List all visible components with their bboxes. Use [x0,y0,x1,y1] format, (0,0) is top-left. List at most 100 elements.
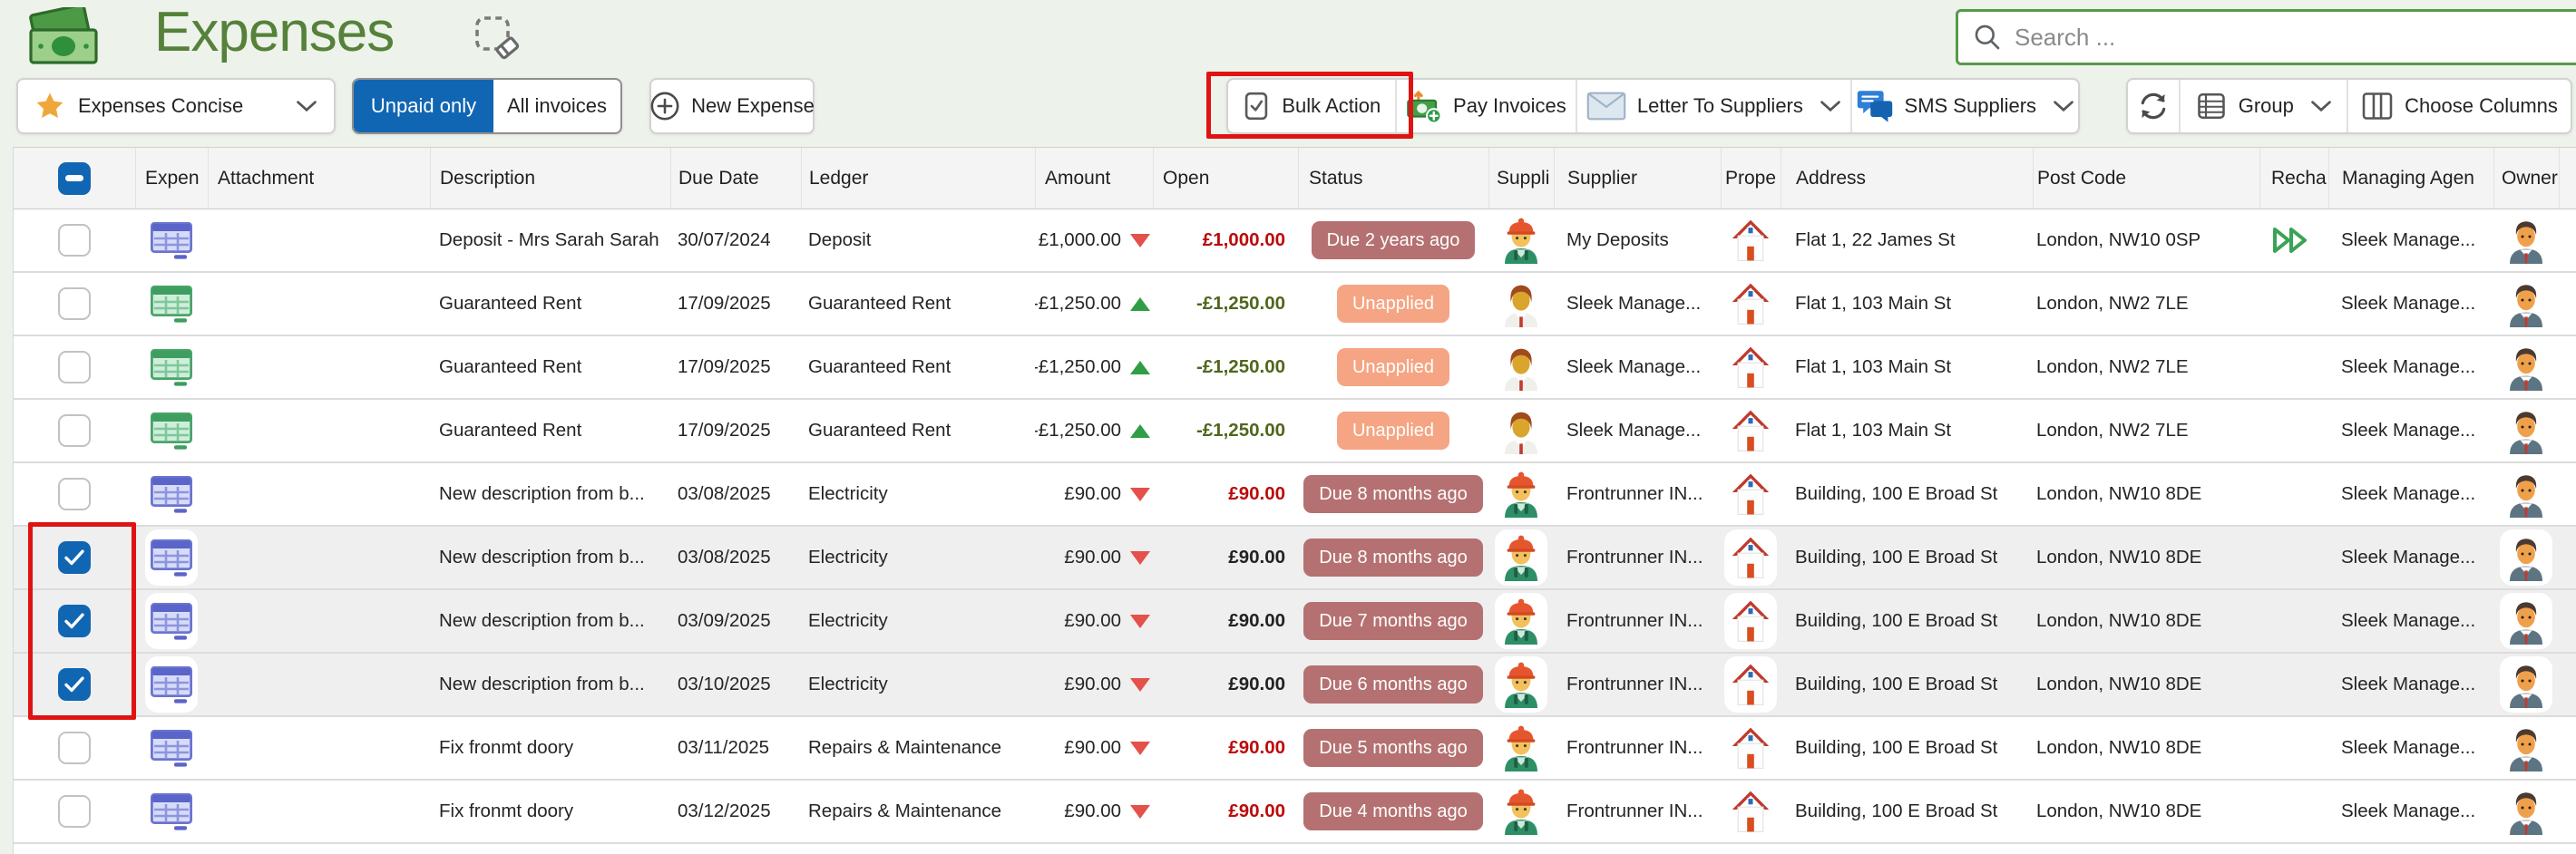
description-cell: New description from b... [439,674,645,694]
column-header-managing_agent[interactable]: Managing Agen [2328,148,2493,209]
column-header-due_date[interactable]: Due Date [670,148,801,209]
table-row[interactable]: New description from b... 03/09/2025 Ele… [14,590,2576,654]
column-header-status[interactable]: Status [1298,148,1488,209]
new-expense-button[interactable]: New Expense [649,78,815,134]
search-input[interactable] [2015,23,2573,52]
column-header-suppli[interactable]: Suppli [1488,148,1554,209]
expense-invoice-icon[interactable] [145,720,198,776]
row-checkbox[interactable] [58,732,91,764]
refresh-button[interactable] [2128,80,2179,132]
expense-invoice-icon[interactable] [145,593,198,649]
column-header-amount[interactable]: Amount [1035,148,1153,209]
row-checkbox[interactable] [58,414,91,447]
select-cell [14,209,135,271]
table-row[interactable]: New description from b... 03/08/2025 Ele… [14,463,2576,527]
expense-invoice-icon[interactable] [145,466,198,522]
refresh-icon [2135,88,2171,124]
expense-invoice-icon[interactable] [145,276,198,332]
owner-cell [2493,654,2559,715]
table-row[interactable]: Fix fronmt doory 03/12/2025 Repairs & Ma… [14,781,2576,844]
house-icon [1724,529,1777,586]
table-row[interactable]: New description from b... 03/10/2025 Ele… [14,654,2576,717]
expense-invoice-icon[interactable] [145,656,198,713]
table-row[interactable]: Guaranteed Rent 17/09/2025 Guaranteed Re… [14,336,2576,400]
column-header-ledger[interactable]: Ledger [801,148,1035,209]
open-amount-cell: £90.00 [1228,674,1285,694]
property-icon-cell [1721,781,1781,842]
column-header-attachment[interactable]: Attachment [208,148,430,209]
letter-to-suppliers-button[interactable]: Letter To Suppliers [1576,80,1849,132]
description-cell: New description from b... [439,483,645,504]
house-icon [1724,656,1777,713]
attachment-cell [208,590,430,652]
column-header-post_code[interactable]: Post Code [2033,148,2259,209]
view-dropdown[interactable]: Expenses Concise [16,78,336,134]
column-header-address[interactable]: Address [1781,148,2033,209]
amount-value: £90.00 [1064,483,1121,504]
toggle-all-invoices[interactable]: All invoices [493,80,620,132]
status-cell: Due 7 months ago [1298,590,1488,652]
table-row[interactable]: Deposit - Mrs Sarah Sarah 30/07/2024 Dep… [14,209,2576,273]
row-checkbox[interactable] [58,605,91,637]
row-checkbox[interactable] [58,668,91,701]
address-cell: Flat 1, 103 Main St [1795,356,1952,377]
managing-agent-cell: Sleek Manage... [2341,293,2476,314]
description-cell: Deposit - Mrs Sarah Sarah [439,229,659,250]
select-cell [14,336,135,398]
address-cell: Flat 1, 103 Main St [1795,293,1952,314]
sms-suppliers-button[interactable]: SMS Suppliers [1849,80,2078,132]
expense-invoice-icon[interactable] [145,783,198,839]
ledger-cell: Guaranteed Rent [808,293,951,314]
table-row[interactable]: Guaranteed Rent 17/09/2025 Guaranteed Re… [14,273,2576,336]
expense-invoice-icon[interactable] [145,403,198,459]
row-checkbox[interactable] [58,541,91,574]
table-tools-group: Group Choose Columns [2126,78,2572,134]
choose-columns-button[interactable]: Choose Columns [2347,80,2571,132]
row-checkbox[interactable] [58,287,91,320]
toggle-unpaid-only[interactable]: Unpaid only [354,80,493,132]
pay-invoices-button[interactable]: Pay Invoices [1394,80,1576,132]
edit-view-icon[interactable] [473,15,521,66]
table-row[interactable]: Guaranteed Rent 17/09/2025 Guaranteed Re… [14,400,2576,463]
bulk-action-button[interactable]: Bulk Action [1228,80,1395,132]
managing-agent-cell: Sleek Manage... [2341,420,2476,441]
worker-avatar-icon [1495,212,1547,268]
column-header-prope[interactable]: Prope [1721,148,1781,209]
column-header-owner[interactable]: Owner [2493,148,2559,209]
row-checkbox[interactable] [58,795,91,828]
column-header-recha[interactable]: Recha [2259,148,2328,209]
owner-cell [2493,717,2559,779]
supplier-icon-cell [1488,209,1554,271]
ledger-cell: Electricity [808,547,888,568]
column-header-open[interactable]: Open [1153,148,1298,209]
table-row[interactable]: Fix fronmt doory 03/11/2025 Repairs & Ma… [14,717,2576,781]
column-label: Due Date [678,167,759,189]
select-all-checkbox[interactable] [58,161,91,195]
attachment-cell [208,527,430,588]
description-cell: New description from b... [439,547,645,568]
due-date-cell: 03/10/2025 [678,674,771,694]
expense-invoice-icon[interactable] [145,212,198,268]
plus-circle-icon [649,91,680,121]
row-checkbox[interactable] [58,478,91,510]
supplier-actions-group: Bulk Action Pay Invoices Letter To Suppl… [1226,78,2080,134]
column-header-clipped[interactable] [2559,148,2576,209]
amount-value: £90.00 [1064,737,1121,758]
row-checkbox[interactable] [58,224,91,257]
amount-cell: £90.00 [1035,527,1153,588]
column-header-select[interactable] [14,148,135,209]
group-button[interactable]: Group [2178,80,2347,132]
table-row[interactable]: New description from b... 03/08/2025 Ele… [14,527,2576,590]
expense-invoice-icon[interactable] [145,339,198,395]
clipped-cell [2559,336,2576,398]
expense-invoice-icon[interactable] [145,529,198,586]
supplier-cell: Frontrunner IN... [1566,610,1703,631]
amount-cell: -£1,250.00 [1035,336,1153,398]
column-header-supplier[interactable]: Supplier [1554,148,1721,209]
column-header-description[interactable]: Description [430,148,670,209]
row-checkbox[interactable] [58,351,91,383]
ledger-cell: Electricity [808,674,888,694]
column-label: Attachment [218,167,315,189]
column-header-expen[interactable]: Expen [135,148,208,209]
owner-avatar-icon [2500,212,2552,268]
